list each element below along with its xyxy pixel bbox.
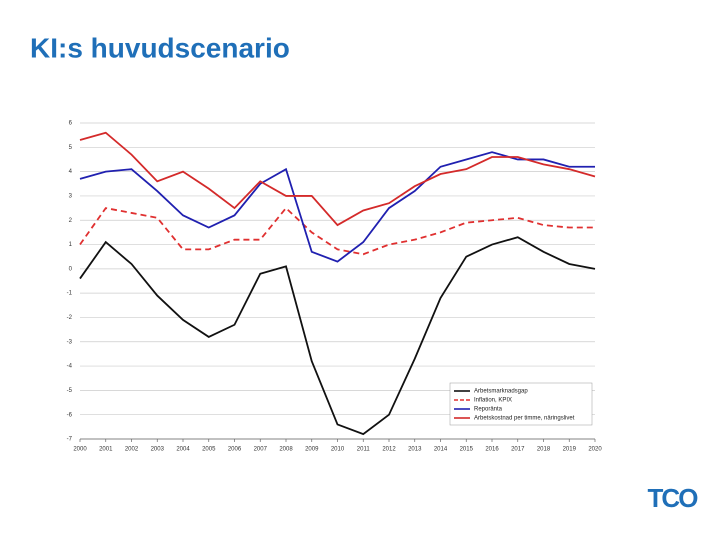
y-tick-label: -3 [67,339,73,345]
series-line [79,206,595,256]
y-tick-label: 4 [69,169,73,175]
y-tick-label: -1 [67,291,73,297]
y-tick-label: 2 [69,218,73,224]
x-tick-label: 2019 [563,447,577,453]
legend-label: Arbetskostnad per timme, näringslivet [474,416,575,422]
logo: TCO [648,483,699,513]
y-tick-label: -2 [67,315,73,321]
legend-label: Arbetsmarknadsgap [474,389,528,395]
x-tick-label: 2013 [408,447,422,453]
x-tick-label: 2017 [511,447,525,453]
x-tick-label: 2008 [279,447,293,453]
x-tick-label: 2018 [537,447,551,453]
legend-label: Inflation, KPIX [474,398,512,404]
x-tick-label: 2007 [254,447,268,453]
legend-box [449,382,593,426]
x-tick-label: 2002 [125,447,139,453]
x-tick-label: 2016 [485,447,499,453]
y-tick-label: 3 [69,194,73,200]
slide-title: KI:s huvudscenario [30,32,290,63]
logo-box [652,484,692,514]
x-tick-label: 2000 [73,447,87,453]
series-line [79,151,595,263]
x-tick-label: 2005 [202,447,216,453]
x-tick-label: 2020 [588,447,602,453]
x-tick-label: 2009 [305,447,319,453]
y-tick-label: 0 [69,266,73,272]
y-tick-label: 5 [69,145,73,151]
x-tick-label: 2006 [228,447,242,453]
x-tick-label: 2015 [460,447,474,453]
x-tick-label: 2001 [99,447,113,453]
y-tick-label: 6 [69,121,73,127]
x-tick-label: 2004 [176,447,190,453]
series-line [79,131,596,227]
x-tick-label: 2012 [382,447,396,453]
series-line [79,236,596,436]
x-tick-label: 2014 [434,447,448,453]
x-tick-label: 2011 [357,447,371,453]
y-tick-label: -7 [67,437,73,443]
x-tick-label: 2010 [331,447,345,453]
y-tick-label: -6 [67,412,73,418]
x-tick-label: 2003 [151,447,165,453]
y-tick-label: -5 [67,388,73,394]
y-tick-label: -4 [67,364,73,370]
legend-label: Reporänta [474,407,503,413]
y-tick-label: 1 [69,242,73,248]
